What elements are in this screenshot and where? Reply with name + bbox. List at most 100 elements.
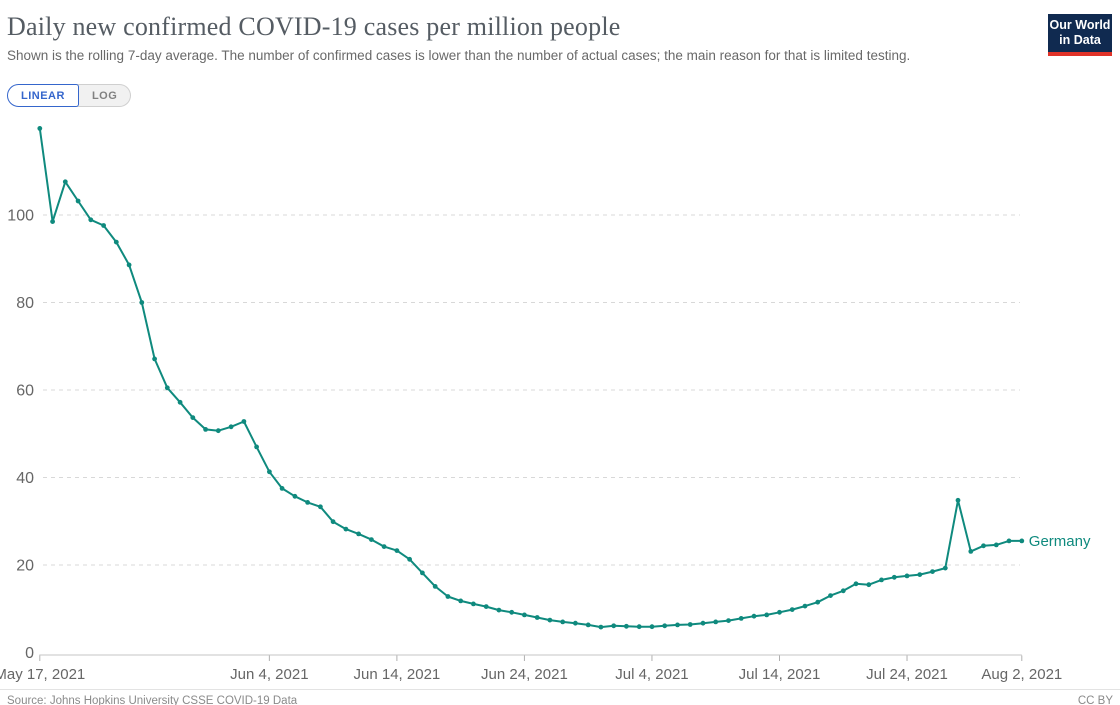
y-tick-label: 100 bbox=[7, 208, 34, 225]
data-point-marker[interactable] bbox=[305, 500, 310, 505]
data-point-marker[interactable] bbox=[62, 179, 68, 185]
data-point-marker[interactable] bbox=[394, 548, 400, 553]
data-point-marker[interactable] bbox=[483, 604, 489, 609]
data-point-marker[interactable] bbox=[828, 593, 833, 598]
data-point-marker[interactable] bbox=[88, 217, 94, 223]
x-tick-label: Jun 4, 2021 bbox=[230, 666, 308, 683]
data-point-marker[interactable] bbox=[241, 419, 247, 424]
data-point-marker[interactable] bbox=[891, 574, 897, 580]
data-point-marker[interactable] bbox=[904, 573, 910, 579]
data-point-marker[interactable] bbox=[190, 415, 196, 420]
data-point-marker[interactable] bbox=[318, 504, 323, 510]
data-point-marker[interactable] bbox=[1006, 538, 1012, 544]
y-tick-label: 40 bbox=[16, 470, 34, 487]
data-point-marker[interactable] bbox=[981, 543, 986, 549]
page-title: Daily new confirmed COVID-19 cases per m… bbox=[7, 12, 621, 41]
data-point-marker[interactable] bbox=[866, 582, 872, 588]
data-point-marker[interactable] bbox=[126, 262, 132, 268]
data-point-marker[interactable] bbox=[815, 599, 821, 605]
data-point-marker[interactable] bbox=[356, 531, 361, 537]
owid-logo[interactable]: Our World in Data bbox=[1048, 14, 1112, 56]
data-point-marker[interactable] bbox=[726, 618, 731, 623]
data-point-marker[interactable] bbox=[164, 385, 170, 391]
data-point-marker[interactable] bbox=[764, 612, 770, 618]
data-point-marker[interactable] bbox=[662, 623, 668, 629]
series-line-germany[interactable] bbox=[38, 127, 1023, 629]
data-point-marker[interactable] bbox=[573, 620, 578, 626]
data-point-marker[interactable] bbox=[751, 613, 757, 619]
linear-scale-button[interactable]: LINEAR bbox=[7, 84, 79, 107]
data-point-marker[interactable] bbox=[598, 624, 604, 630]
data-point-marker[interactable] bbox=[789, 607, 795, 612]
data-point-marker[interactable] bbox=[279, 486, 285, 491]
data-point-marker[interactable] bbox=[547, 617, 553, 623]
x-tick-label: Jul 24, 2021 bbox=[866, 666, 948, 683]
data-point-marker[interactable] bbox=[113, 239, 119, 245]
y-tick-label: 20 bbox=[16, 558, 34, 575]
data-point-marker[interactable] bbox=[687, 622, 693, 627]
data-point-marker[interactable] bbox=[522, 612, 527, 618]
data-point-marker[interactable] bbox=[968, 549, 974, 554]
log-scale-button[interactable]: LOG bbox=[76, 84, 132, 107]
data-point-marker[interactable] bbox=[139, 300, 145, 305]
data-point-marker[interactable] bbox=[675, 622, 680, 628]
data-point-marker[interactable] bbox=[955, 497, 961, 503]
data-point-marker[interactable] bbox=[624, 623, 629, 629]
data-point-marker[interactable] bbox=[738, 616, 744, 621]
series-end-label[interactable]: Germany bbox=[1029, 533, 1091, 550]
y-tick-label: 60 bbox=[16, 383, 34, 400]
data-point-marker[interactable] bbox=[330, 519, 336, 525]
data-point-marker[interactable] bbox=[802, 603, 808, 609]
data-point-marker[interactable] bbox=[75, 198, 81, 204]
data-point-marker[interactable] bbox=[496, 607, 502, 613]
data-point-marker[interactable] bbox=[713, 619, 719, 625]
data-point-marker[interactable] bbox=[942, 565, 948, 571]
data-point-marker[interactable] bbox=[254, 444, 259, 450]
data-point-marker[interactable] bbox=[930, 569, 935, 574]
data-point-marker[interactable] bbox=[636, 624, 642, 630]
x-tick-label: May 17, 2021 bbox=[0, 666, 85, 683]
data-point-marker[interactable] bbox=[50, 219, 55, 225]
data-point-marker[interactable] bbox=[101, 223, 106, 228]
data-point-marker[interactable] bbox=[853, 581, 859, 587]
data-point-marker[interactable] bbox=[611, 623, 617, 629]
license-link[interactable]: CC BY bbox=[1077, 695, 1113, 705]
data-point-marker[interactable] bbox=[560, 619, 566, 625]
scale-toggle: LINEAR LOG bbox=[7, 84, 132, 107]
data-point-marker[interactable] bbox=[649, 624, 655, 630]
data-point-marker[interactable] bbox=[777, 609, 782, 615]
logo-line1: Our World bbox=[1049, 18, 1111, 32]
data-point-marker[interactable] bbox=[585, 622, 591, 628]
data-point-marker[interactable] bbox=[369, 537, 374, 542]
data-point-marker[interactable] bbox=[267, 469, 272, 475]
source-text: Source: Johns Hopkins University CSSE CO… bbox=[7, 695, 298, 705]
data-point-marker[interactable] bbox=[420, 570, 425, 576]
data-point-marker[interactable] bbox=[458, 598, 464, 604]
data-point-marker[interactable] bbox=[509, 609, 515, 615]
data-point-marker[interactable] bbox=[381, 544, 387, 549]
data-point-marker[interactable] bbox=[292, 493, 298, 499]
data-point-marker[interactable] bbox=[343, 526, 349, 532]
data-point-marker[interactable] bbox=[840, 588, 846, 594]
data-point-marker[interactable] bbox=[432, 584, 438, 589]
data-point-marker[interactable] bbox=[407, 556, 412, 562]
data-point-marker[interactable] bbox=[471, 601, 476, 607]
data-point-marker[interactable] bbox=[215, 428, 221, 434]
chart-subtitle: Shown is the rolling 7-day average. The … bbox=[7, 48, 911, 63]
data-point-marker[interactable] bbox=[700, 620, 706, 626]
data-point-marker[interactable] bbox=[177, 399, 183, 405]
data-point-marker[interactable] bbox=[534, 615, 540, 620]
data-point-marker[interactable] bbox=[37, 125, 43, 131]
data-point-marker[interactable] bbox=[993, 542, 999, 548]
data-point-marker[interactable] bbox=[917, 572, 923, 577]
logo-line2: in Data bbox=[1059, 33, 1101, 47]
x-tick-label: Jun 14, 2021 bbox=[354, 666, 441, 683]
data-point-marker[interactable] bbox=[203, 427, 209, 432]
data-point-marker[interactable] bbox=[879, 577, 884, 583]
data-point-marker[interactable] bbox=[228, 424, 234, 430]
data-point-marker[interactable] bbox=[1019, 538, 1025, 544]
data-point-marker[interactable] bbox=[445, 594, 451, 599]
data-point-marker[interactable] bbox=[152, 356, 158, 362]
x-tick-label: Jun 24, 2021 bbox=[481, 666, 568, 683]
